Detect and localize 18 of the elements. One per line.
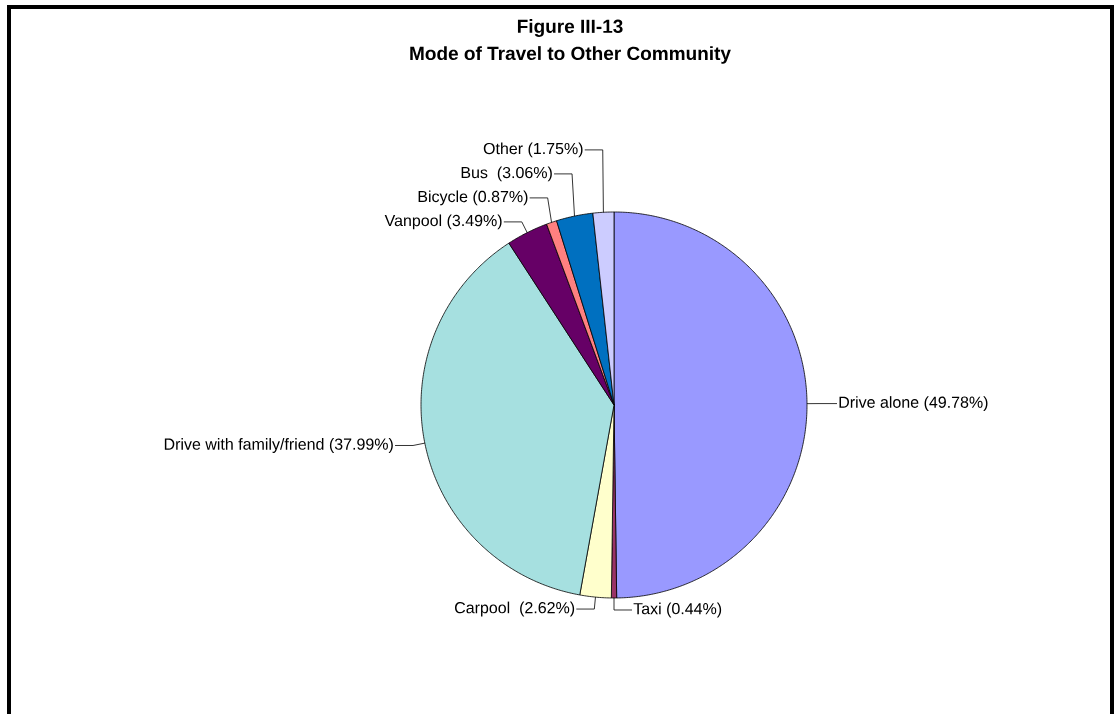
- data-label: (3.49%): [447, 214, 502, 230]
- slice-label: Drive with family/friend: [164, 438, 324, 453]
- slice-label: Carpool: [455, 601, 510, 617]
- slice-label: Drive alone: [839, 396, 919, 408]
- data-label: (1.75%): [528, 142, 583, 158]
- slice-label: Taxi: [633, 602, 661, 615]
- chart-title: Figure III-13: [517, 19, 623, 37]
- slice-label: Other: [483, 142, 523, 155]
- slice-label: Bus: [461, 167, 488, 179]
- slice-label: Vanpool: [384, 214, 442, 230]
- data-label: (37.99%): [329, 438, 393, 453]
- slice-label: Bicycle: [418, 190, 468, 206]
- data-label: (49.78%): [924, 396, 988, 412]
- chart-subtitle: Mode of Travel to Other Community: [410, 46, 731, 64]
- data-label: (0.44%): [667, 602, 722, 618]
- data-label: (0.87%): [473, 190, 528, 206]
- data-label: (3.06%): [497, 166, 552, 182]
- data-label: (2.62%): [520, 601, 575, 617]
